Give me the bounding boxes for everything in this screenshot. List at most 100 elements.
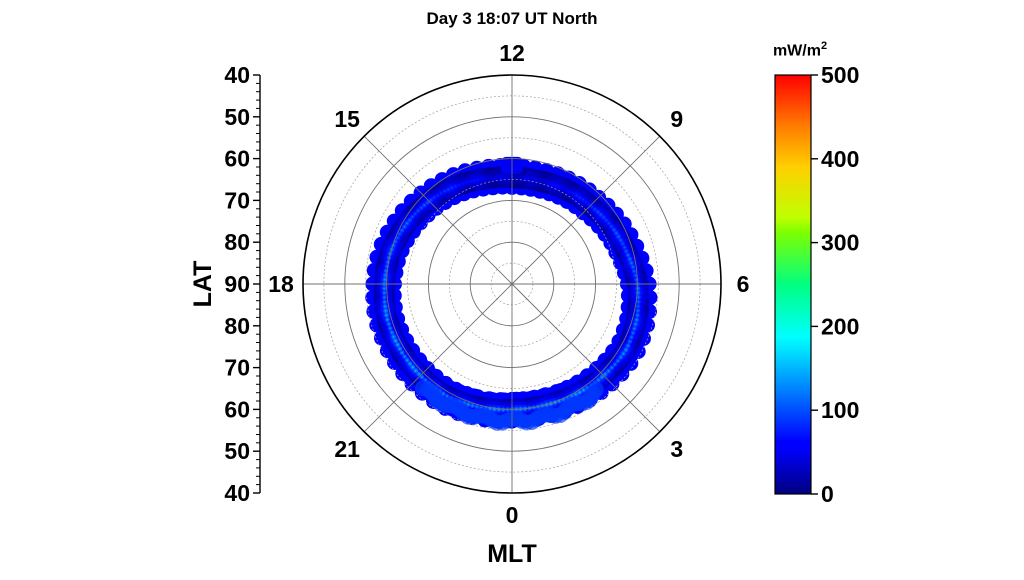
oval-intensity	[621, 242, 624, 245]
mlt-spoke	[363, 283, 513, 433]
oval-intensity	[628, 340, 631, 343]
oval-intensity	[477, 178, 480, 181]
oval-intensity	[420, 207, 423, 209]
mlt-spoke	[363, 135, 513, 285]
oval-intensity	[387, 323, 390, 325]
oval-intensity	[384, 274, 387, 276]
oval-intensity	[633, 270, 636, 273]
colorbar-unit-text: mW/m	[772, 42, 821, 60]
oval-intensity	[635, 318, 638, 321]
oval-intensity	[625, 348, 627, 351]
oval-intensity	[496, 176, 498, 179]
oval-intensity	[627, 344, 629, 347]
oval-intensity	[394, 339, 397, 342]
oval-intensity	[555, 184, 557, 187]
oval-intensity	[514, 176, 517, 179]
oval-intensity	[458, 183, 461, 186]
oval-intensity	[414, 212, 417, 215]
oval-intensity	[406, 359, 409, 362]
oval-intensity	[417, 209, 420, 212]
oval-intensity	[391, 331, 393, 334]
mlt-spoke	[511, 135, 661, 285]
oval-intensity	[442, 393, 445, 395]
lat-tick-label: 60	[224, 396, 250, 422]
oval-intensity	[518, 176, 521, 179]
oval-intensity	[628, 258, 631, 260]
oval-intensity	[447, 188, 450, 191]
oval-intensity	[401, 351, 403, 354]
mlt-spoke	[511, 283, 661, 433]
oval-intensity	[384, 278, 386, 281]
oval-intensity	[384, 305, 386, 308]
lat-tick-label: 80	[224, 313, 250, 339]
oval-intensity	[465, 181, 468, 184]
mlt-tick-label: 9	[670, 106, 683, 132]
oval-intensity	[617, 235, 620, 238]
oval-intensity	[558, 185, 561, 188]
lat-axis-title: LAT	[189, 261, 217, 308]
oval-intensity	[440, 192, 442, 195]
oval-intensity	[406, 222, 408, 225]
oval-intensity	[499, 176, 502, 179]
oval-intensity	[551, 183, 554, 186]
oval-intensity	[634, 274, 637, 277]
lat-tick-label: 50	[224, 438, 250, 464]
oval-intensity	[430, 199, 432, 201]
oval-intensity	[601, 376, 603, 378]
oval-intensity	[575, 194, 578, 197]
oval-intensity	[443, 190, 446, 193]
oval-intensity	[383, 287, 386, 290]
mlt-tick-label: 6	[737, 271, 750, 297]
oval-intensity	[488, 177, 491, 180]
oval-intensity	[582, 389, 585, 392]
lat-tick-label: 50	[224, 104, 250, 130]
oval-intensity	[408, 219, 411, 222]
oval-intensity	[568, 190, 571, 193]
oval-intensity	[540, 180, 543, 183]
oval-intensity	[451, 186, 453, 189]
colorbar-unit-sup: 2	[820, 40, 828, 52]
oval-intensity	[394, 240, 397, 243]
oval-intensity	[383, 292, 386, 294]
oval-intensity	[581, 198, 584, 201]
oval-intensity	[384, 310, 387, 312]
lat-tick-label: 60	[224, 146, 250, 172]
oval-intensity	[411, 366, 414, 369]
oval-intensity	[610, 366, 613, 369]
oval-intensity	[383, 301, 386, 303]
oval-intensity	[637, 291, 640, 294]
mlt-tick-label: 15	[334, 106, 360, 132]
oval-intensity	[383, 296, 386, 299]
outer-circle	[302, 74, 722, 494]
mlt-tick-label: 21	[334, 436, 360, 462]
mlt-tick-label: 18	[268, 271, 294, 297]
oval-intensity	[622, 352, 625, 355]
chart-title: Day 3 18:07 UT North	[426, 9, 598, 28]
oval-intensity	[633, 327, 636, 330]
oval-intensity	[565, 189, 568, 191]
oval-intensity	[562, 187, 564, 190]
oval-intensity	[636, 314, 639, 317]
oval-intensity	[615, 232, 618, 235]
oval-intensity	[385, 314, 388, 317]
auroral-oval	[365, 156, 658, 431]
colorbar-unit-label: mW/m2	[745, 40, 855, 60]
oval-intensity	[473, 179, 476, 182]
oval-intensity	[411, 215, 414, 218]
lat-tick-label: 90	[224, 271, 250, 297]
oval-intensity	[630, 336, 633, 339]
colorbar	[774, 74, 812, 495]
oval-intensity	[398, 347, 401, 350]
lat-tick-label: 70	[224, 355, 250, 381]
oval-intensity	[507, 176, 510, 179]
oval-intensity	[529, 178, 532, 180]
mlt-tick-label: 3	[670, 436, 683, 462]
lat-tick-label: 80	[224, 229, 250, 255]
oval-intensity	[536, 179, 539, 182]
oval-intensity	[632, 266, 634, 268]
oval-intensity	[462, 182, 464, 185]
oval-intensity	[471, 404, 474, 407]
colorbar-tick-label: 0	[821, 481, 834, 507]
oval-intensity	[436, 194, 439, 197]
oval-intensity	[637, 309, 639, 312]
